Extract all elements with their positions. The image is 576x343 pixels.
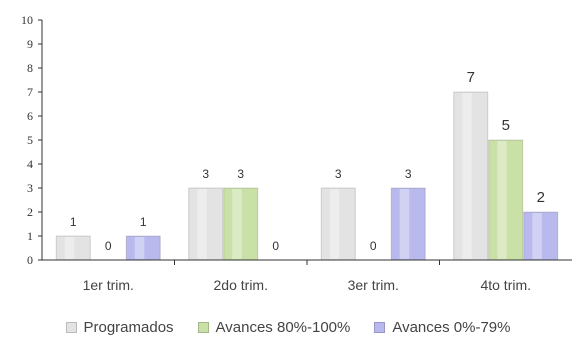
legend-swatch: [197, 321, 209, 333]
bar-highlight: [497, 141, 507, 259]
data-label: 3: [335, 167, 342, 181]
data-label: 7: [467, 69, 475, 86]
x-tick-label: 3er trim.: [348, 277, 399, 293]
y-tick-label: 0: [27, 253, 33, 267]
bar: [55, 235, 91, 261]
y-axis: 0 1 2 3 4 5 6 7 8 9 10: [21, 13, 43, 267]
data-label: 3: [237, 167, 244, 181]
bar: [223, 187, 259, 261]
bar-highlight: [399, 189, 410, 259]
bar: [488, 139, 524, 261]
data-label: 2: [537, 189, 545, 206]
y-tick-label: 9: [27, 37, 33, 51]
data-label: 0: [105, 239, 112, 253]
data-label: 0: [272, 239, 279, 253]
bar-highlight: [197, 189, 207, 259]
bar-highlight: [329, 189, 340, 259]
legend-item-avances-80-100: Avances 80%-100%: [197, 318, 351, 336]
data-label: 0: [370, 239, 377, 253]
legend-swatch: [65, 321, 77, 333]
data-label: 1: [140, 215, 147, 229]
data-label: 3: [202, 167, 209, 181]
bar: [453, 91, 489, 261]
legend-label: Avances 0%-79%: [392, 318, 511, 336]
legend-item-avances-0-79: Avances 0%-79%: [374, 319, 510, 336]
y-tick-label: 5: [27, 133, 33, 147]
legend-label: Programados: [83, 318, 174, 336]
y-tick-label: 6: [27, 109, 33, 123]
y-tick-label: 8: [27, 61, 33, 75]
y-tick-label: 2: [27, 205, 33, 219]
bar: [125, 235, 161, 261]
x-tick-label: 4to trim.: [480, 277, 531, 293]
legend-item-programados: Programados: [65, 318, 174, 336]
y-tick-label: 1: [27, 229, 33, 243]
x-axis: 1er trim. 2do trim. 3er trim. 4to trim.: [42, 259, 572, 293]
data-labels: 1 0 1 3 3 0 3 0 3 7 5 2: [70, 69, 545, 253]
bar-highlight: [532, 213, 542, 259]
bar-highlight: [232, 189, 242, 259]
y-tick-label: 4: [27, 157, 33, 171]
data-label: 5: [502, 117, 510, 134]
legend-swatch: [374, 321, 386, 333]
data-label: 3: [405, 167, 412, 181]
x-tick-label: 1er trim.: [83, 277, 134, 293]
legend-label: Avances 80%-100%: [215, 318, 351, 336]
data-label: 1: [70, 215, 77, 229]
bar-highlight: [462, 93, 472, 259]
x-tick-label: 2do trim.: [214, 277, 268, 293]
bar: [523, 211, 559, 261]
legend: Programados Avances 80%-100% Avances 0%-…: [0, 316, 576, 338]
y-tick-label: 7: [27, 85, 33, 99]
bar-highlight: [134, 237, 145, 259]
y-tick-label: 3: [27, 181, 33, 195]
bar-highlight: [64, 237, 75, 259]
y-tick-label: 10: [21, 13, 33, 27]
bars: [55, 91, 559, 261]
